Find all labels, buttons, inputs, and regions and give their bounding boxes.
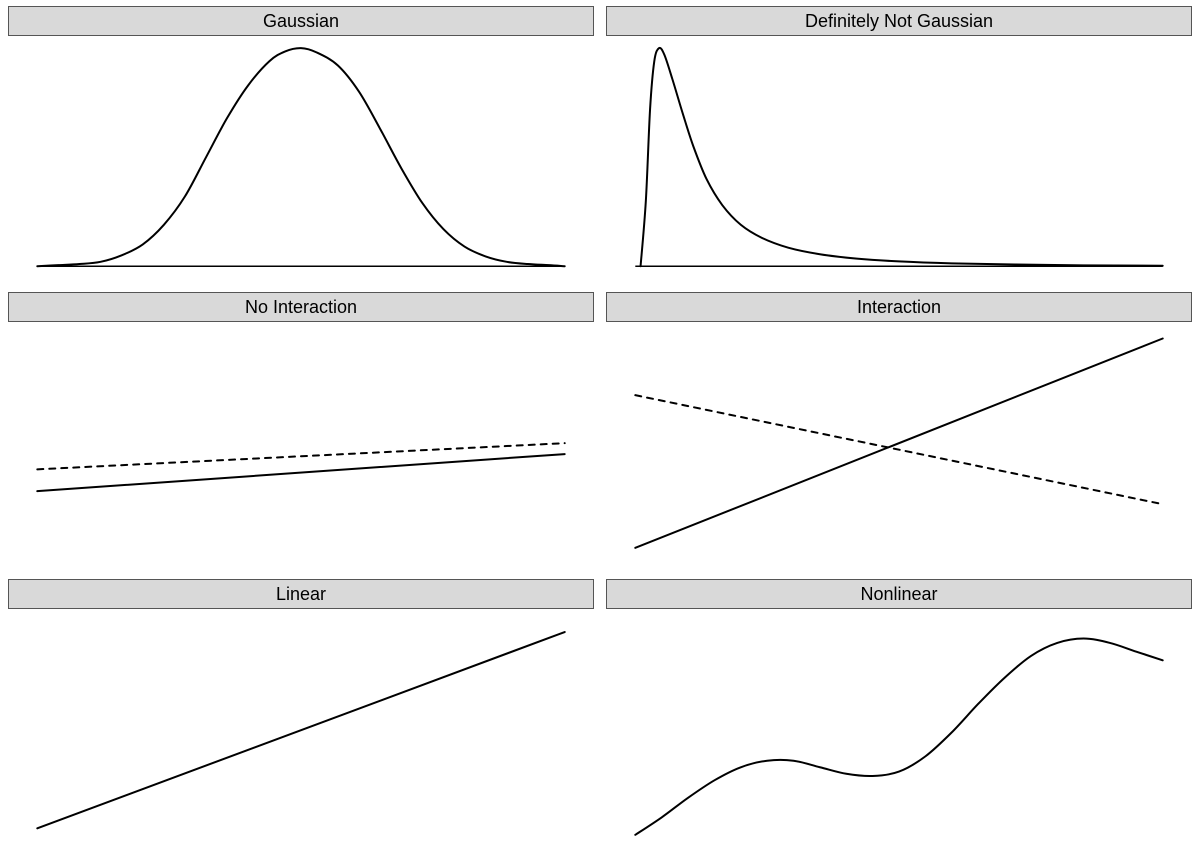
panel-plot: [606, 609, 1192, 851]
plot-svg: [8, 609, 594, 851]
panel-title: Definitely Not Gaussian: [606, 6, 1192, 36]
panel-plot: [8, 322, 594, 564]
series-1-dashed: [635, 395, 1162, 504]
panel-title: Interaction: [606, 292, 1192, 322]
plot-svg: [8, 322, 594, 564]
panel-linear: Linear: [8, 579, 594, 851]
panel-plot: [606, 322, 1192, 564]
plot-svg: [606, 609, 1192, 851]
panel-not-gaussian: Definitely Not Gaussian: [606, 6, 1192, 278]
series-0-solid: [37, 48, 564, 266]
plot-svg: [8, 36, 594, 278]
panel-plot: [8, 36, 594, 278]
panel-no-interaction: No Interaction: [8, 292, 594, 564]
plot-svg: [606, 322, 1192, 564]
panel-title: Gaussian: [8, 6, 594, 36]
panel-gaussian: Gaussian: [8, 6, 594, 278]
series-0-solid: [641, 48, 1163, 266]
chart-grid: Gaussian Definitely Not Gaussian No Intera…: [0, 0, 1200, 857]
panel-nonlinear: Nonlinear: [606, 579, 1192, 851]
plot-svg: [606, 36, 1192, 278]
series-0-solid: [635, 339, 1162, 548]
series-0-solid: [37, 454, 564, 491]
series-0-solid: [635, 638, 1162, 834]
series-1-dashed: [37, 443, 564, 469]
panel-title: No Interaction: [8, 292, 594, 322]
series-0-solid: [37, 632, 564, 828]
panel-title: Nonlinear: [606, 579, 1192, 609]
panel-interaction: Interaction: [606, 292, 1192, 564]
panel-plot: [8, 609, 594, 851]
panel-title: Linear: [8, 579, 594, 609]
panel-plot: [606, 36, 1192, 278]
